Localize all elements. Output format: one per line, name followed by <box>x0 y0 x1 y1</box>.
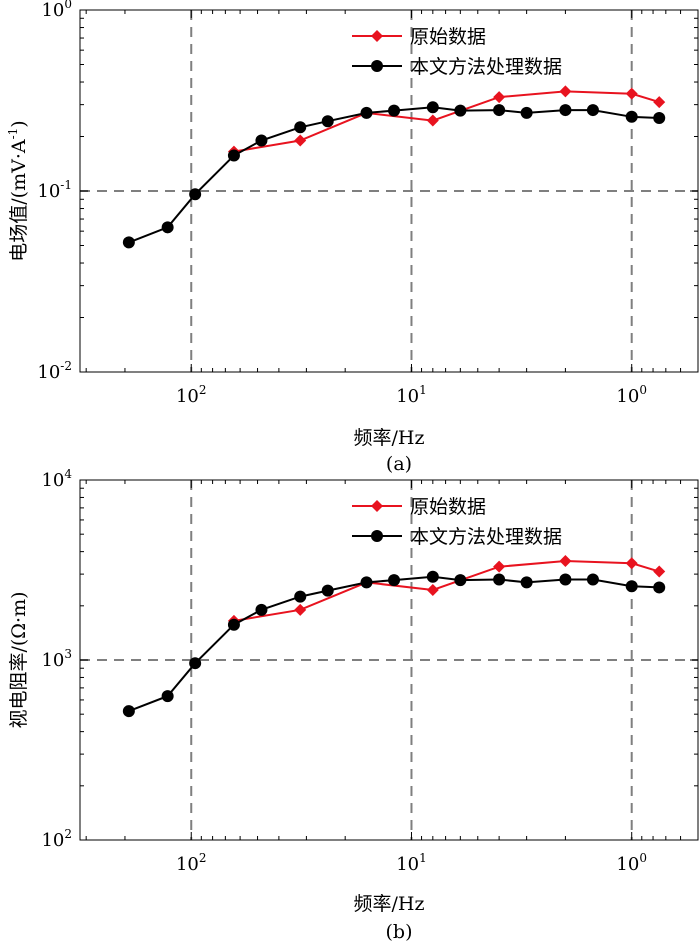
x-tick-label: 101 <box>396 851 427 875</box>
data-point-processed <box>426 570 439 583</box>
data-point-processed <box>426 101 439 114</box>
data-point-processed <box>189 657 202 670</box>
x-tick-label: 100 <box>616 851 647 875</box>
chart-panel-b: 102 101 100 104 103 102 频率/Hz 视电阻率/(Ω·m) (b) 原始数据… <box>8 467 699 943</box>
data-point-processed <box>625 580 638 593</box>
y-tick-label: 10-2 <box>37 359 72 383</box>
data-point-raw <box>294 134 307 147</box>
x-tick-label: 100 <box>616 383 647 407</box>
data-point-processed <box>294 121 307 134</box>
data-point-processed <box>388 574 401 587</box>
data-point-processed <box>122 236 135 249</box>
data-point-processed <box>520 576 533 589</box>
y-axis-label: 视电阻率/(Ω·m) <box>8 591 30 728</box>
series-line-processed <box>128 106 660 244</box>
data-point-processed <box>161 221 174 234</box>
legend-marker-diamond <box>371 30 383 42</box>
y-tick-label: 100 <box>41 0 72 21</box>
x-tick-label: 102 <box>176 383 207 407</box>
data-point-processed <box>559 104 572 117</box>
y-tick-label: 102 <box>41 827 72 851</box>
data-point-processed <box>653 581 666 594</box>
y-axis-label: 电场值/(mV·A-1) <box>6 120 30 261</box>
data-point-raw <box>294 603 307 616</box>
legend-label: 原始数据 <box>410 26 486 48</box>
legend-marker-circle <box>371 530 383 542</box>
data-point-processed <box>625 110 638 123</box>
legend-marker-diamond <box>371 500 383 512</box>
data-point-processed <box>653 112 666 125</box>
chart-panel-a: 102 101 100 100 10-1 10-2 频率/Hz 电场值/(mV·A-1) (a)… <box>6 0 699 475</box>
legend-label: 原始数据 <box>410 496 486 518</box>
y-tick-label: 103 <box>41 647 72 671</box>
data-point-processed <box>122 705 135 718</box>
data-point-raw <box>653 565 666 578</box>
legend-label: 本文方法处理数据 <box>410 526 562 548</box>
series-line-processed <box>128 575 660 713</box>
data-point-raw <box>493 560 506 573</box>
data-point-raw <box>653 96 666 109</box>
data-point-processed <box>454 574 467 587</box>
data-point-raw <box>559 85 572 98</box>
data-point-processed <box>255 603 268 616</box>
data-point-processed <box>255 134 268 147</box>
data-point-processed <box>388 104 401 117</box>
data-point-processed <box>493 104 506 117</box>
y-tick-label: 10-1 <box>37 178 72 202</box>
data-point-processed <box>294 590 307 603</box>
data-point-raw <box>625 557 638 570</box>
data-point-processed <box>520 106 533 119</box>
data-point-processed <box>493 573 506 586</box>
data-point-raw <box>493 91 506 104</box>
data-point-processed <box>586 573 599 586</box>
x-axis-label: 频率/Hz <box>354 427 425 449</box>
panel-label: (b) <box>386 921 413 943</box>
data-point-processed <box>360 106 373 119</box>
data-point-raw <box>559 554 572 567</box>
data-point-processed <box>321 584 334 597</box>
data-point-processed <box>189 188 202 201</box>
data-point-processed <box>227 149 240 162</box>
legend-marker-circle <box>371 60 383 72</box>
data-point-raw <box>426 583 439 596</box>
data-point-processed <box>161 690 174 703</box>
data-point-raw <box>625 87 638 100</box>
x-axis-label: 频率/Hz <box>354 893 425 915</box>
x-tick-label: 102 <box>176 851 207 875</box>
data-point-processed <box>586 104 599 117</box>
x-tick-label: 101 <box>396 383 427 407</box>
data-point-processed <box>321 115 334 128</box>
data-point-processed <box>227 618 240 631</box>
data-point-processed <box>360 576 373 589</box>
y-tick-label: 104 <box>41 467 72 491</box>
legend-label: 本文方法处理数据 <box>410 56 562 78</box>
panel-label: (a) <box>386 453 412 475</box>
data-point-processed <box>454 104 467 117</box>
data-point-raw <box>426 114 439 127</box>
data-point-processed <box>559 573 572 586</box>
